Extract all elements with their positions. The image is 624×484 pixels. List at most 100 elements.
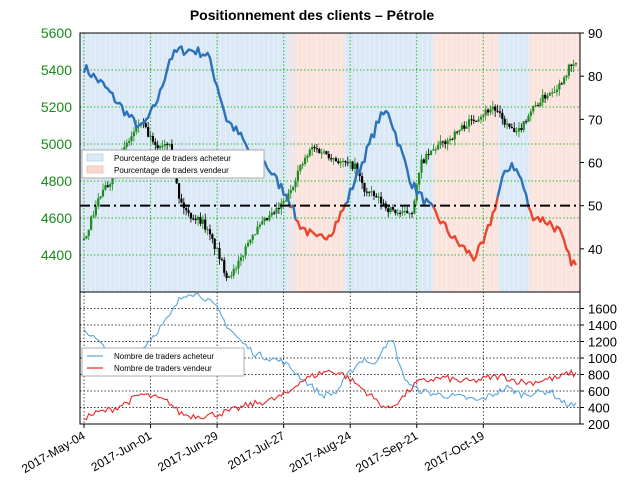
trader-count-lines (83, 293, 577, 421)
candle-body (427, 153, 430, 155)
candle-body (418, 172, 421, 185)
candle-body (125, 142, 128, 147)
candle-body (567, 64, 570, 76)
legend-swatch-short (86, 165, 104, 174)
candle-body (201, 219, 204, 224)
candle-body (344, 161, 347, 163)
background-strip (539, 33, 542, 292)
candle-body (572, 64, 575, 66)
long-count-line (83, 293, 577, 407)
background-strip (495, 33, 499, 292)
candle-body (358, 171, 361, 177)
candle-body (532, 105, 535, 112)
candle-body (166, 143, 169, 145)
candle-body (258, 224, 261, 227)
long-percent-line (496, 161, 530, 208)
left-tick-label: 5000 (41, 136, 72, 152)
candle-body (484, 109, 487, 116)
candle-body (551, 92, 554, 94)
candle-body (534, 105, 537, 107)
short-count-line (83, 368, 577, 421)
candle-body (251, 235, 254, 240)
background-strip (438, 33, 441, 292)
candle-body (292, 187, 295, 191)
background-strip (375, 33, 379, 292)
background-strip (327, 33, 331, 292)
background-strip (515, 33, 518, 292)
candle-body (387, 208, 390, 213)
candle-body (413, 200, 416, 214)
candle-body (513, 128, 516, 133)
candle-body (410, 213, 414, 215)
candle-body (356, 163, 359, 172)
candle-body (396, 212, 399, 214)
candle-body (548, 93, 551, 96)
candle-body (334, 158, 338, 162)
background-strip (452, 33, 456, 292)
background-strip (563, 33, 566, 292)
candle-body (489, 109, 492, 113)
candle-body (109, 184, 112, 187)
left-tick-label: 4600 (41, 210, 72, 226)
candle-body (496, 110, 499, 112)
right-tick-label: 60 (588, 156, 602, 171)
background-strip (390, 33, 393, 292)
candle-body (128, 140, 131, 143)
candle-body (472, 119, 475, 121)
candle-body (446, 140, 449, 145)
candle-body (213, 238, 216, 249)
candle-body (277, 208, 280, 210)
candle-body (106, 185, 109, 187)
candle-body (306, 155, 309, 158)
candle-body (529, 111, 532, 117)
candle-body (377, 196, 380, 198)
candle-body (82, 238, 86, 241)
lower-right-tick-label: 1200 (588, 335, 617, 350)
left-tick-label: 5400 (41, 62, 72, 78)
candle-body (420, 159, 423, 173)
candle-body (539, 102, 542, 107)
x-tick-label: 2017-Aug-24 (287, 428, 354, 475)
candle-body (330, 158, 333, 160)
background-strip (385, 33, 389, 292)
background-strip (269, 33, 273, 292)
candle-body (161, 145, 164, 147)
candle-body (204, 219, 207, 230)
background-strip (394, 33, 398, 292)
candle-body (486, 109, 490, 113)
background-strip (553, 33, 557, 292)
candle-body (370, 191, 373, 193)
candle-body (444, 141, 447, 145)
candle-body (322, 151, 326, 153)
candle-body (206, 229, 209, 231)
candle-body (144, 123, 147, 128)
candle-body (232, 268, 235, 276)
candle-body (315, 148, 319, 150)
candle-body (189, 212, 193, 219)
background-strip (317, 33, 321, 292)
background-strip (577, 33, 581, 292)
candle-body (185, 208, 188, 211)
left-tick-label: 5600 (41, 25, 72, 41)
candle-body (425, 153, 428, 164)
right-axis-ticks: 40 50 60 70 80 90 (580, 26, 602, 257)
legend-label-long-count: Nombre de traders acheteur (114, 352, 214, 361)
candle-body (268, 215, 271, 221)
candle-body (97, 198, 100, 207)
candle-body (263, 218, 266, 222)
candle-body (470, 119, 473, 121)
candle-body (368, 191, 371, 193)
left-tick-label: 5200 (41, 99, 72, 115)
candle-body (194, 218, 197, 221)
candle-body (130, 136, 133, 141)
candle-body (301, 164, 304, 166)
candle-body (227, 275, 231, 279)
candle-body (465, 126, 468, 129)
candle-body (211, 234, 214, 239)
candle-body (132, 131, 136, 137)
background-strip (370, 33, 374, 292)
candle-body (289, 190, 292, 194)
candle-body (94, 206, 97, 216)
left-tick-label: 4400 (41, 247, 72, 263)
lower-legend-box (81, 347, 245, 377)
